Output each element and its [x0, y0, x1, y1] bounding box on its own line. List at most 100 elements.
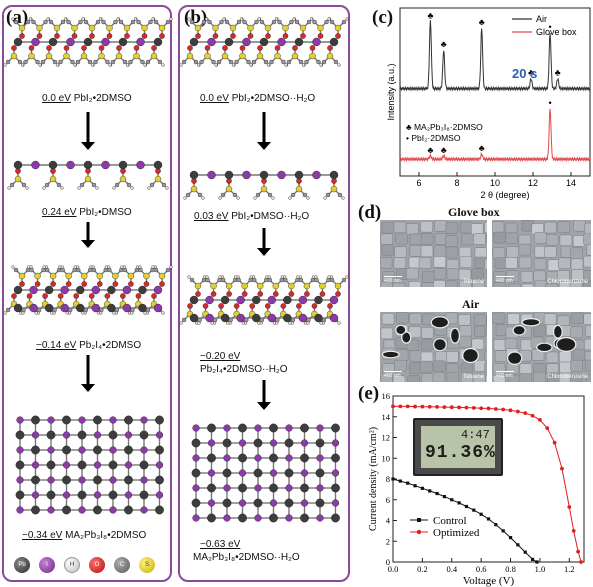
- sem-grain: [420, 338, 434, 351]
- hydrogen-atom: [98, 17, 103, 21]
- panel-b-step3-label: Pb₂I₄•2DMSO··H₂O: [200, 364, 288, 375]
- sem-grain: [433, 256, 447, 268]
- sulfur-atom: [106, 24, 113, 32]
- carbon-atom: [329, 19, 335, 25]
- oxygen-atom: [212, 33, 219, 39]
- sem-grain: [381, 244, 395, 256]
- sem-grain: [569, 281, 583, 287]
- lead-atom: [44, 285, 54, 295]
- oxygen-atom: [304, 291, 310, 297]
- oxygen-atom: [28, 45, 35, 51]
- sem-image-air-toluene: 400 nm Toluene: [380, 312, 487, 382]
- jv-data-point: [560, 466, 564, 471]
- lead-atom: [62, 445, 71, 455]
- carbon-atom: [267, 277, 272, 283]
- lead-atom: [314, 313, 323, 323]
- carbon-atom: [44, 267, 50, 273]
- sulfur-atom: [18, 272, 26, 280]
- iodine-atom: [31, 160, 40, 170]
- jv-data-point: [579, 560, 583, 564]
- hydrogen-atom: [46, 17, 50, 21]
- lead-atom: [93, 475, 102, 485]
- atom-legend: Pb I H O C S: [14, 557, 164, 575]
- oxygen-atom: [143, 281, 150, 287]
- hydrogen-atom: [303, 321, 308, 325]
- carbon-atom: [83, 19, 89, 25]
- jv-data-point: [405, 404, 410, 409]
- iodine-atom: [31, 37, 40, 47]
- sem-grain: [518, 243, 532, 256]
- lead-atom: [31, 475, 40, 485]
- hydrogen-atom: [3, 63, 7, 67]
- iodine-atom: [124, 461, 133, 469]
- carbon-atom: [75, 59, 81, 65]
- carbon-atom: [193, 59, 199, 65]
- jv-data-point: [398, 479, 402, 483]
- sem-grain: [533, 371, 547, 382]
- hydrogen-atom: [11, 265, 15, 269]
- iodine-atom: [93, 491, 102, 499]
- jv-data-point: [472, 508, 476, 512]
- iodine-atom: [254, 514, 262, 522]
- carbon-atom: [153, 19, 159, 25]
- sem-grain: [392, 282, 406, 287]
- jv-data-point: [530, 413, 535, 418]
- lead-atom: [294, 37, 304, 47]
- xrd-peak-marker: ♣: [528, 68, 534, 78]
- carbon-atom: [105, 59, 110, 65]
- lead-atom: [220, 313, 230, 323]
- oxygen-atom: [218, 303, 224, 309]
- sem-grain: [433, 360, 446, 373]
- sem-grain: [492, 374, 506, 382]
- oxygen-atom: [88, 293, 95, 299]
- iodine-atom: [238, 499, 247, 507]
- iodine-atom: [223, 424, 231, 432]
- jv-x-axis-label: Voltage (V): [463, 575, 515, 587]
- sulfur-atom: [257, 282, 264, 290]
- hydrogen-atom: [125, 63, 130, 67]
- lead-atom: [107, 285, 116, 295]
- iodine-atom: [60, 285, 69, 295]
- hydrogen-atom: [50, 311, 54, 315]
- sem-pore: [507, 351, 523, 365]
- hydrogen-atom: [38, 63, 42, 67]
- jv-data-point: [413, 484, 417, 488]
- sem-grain: [420, 245, 434, 258]
- panel-a-letter: (a): [6, 7, 29, 28]
- oxygen-atom: [292, 45, 298, 51]
- carbon-atom: [289, 19, 294, 25]
- panel-a-step3-caption: −0.14 eV Pb₂I₄•2DMSO: [36, 340, 142, 351]
- carbon-atom: [5, 307, 11, 313]
- arrow-head: [257, 402, 271, 410]
- lead-atom: [138, 303, 147, 313]
- sem-grain: [559, 234, 573, 247]
- lead-atom: [207, 453, 216, 463]
- sulfur-atom: [194, 24, 202, 32]
- iodine-atom: [300, 499, 309, 507]
- jv-y-tick-label: 14: [382, 412, 391, 422]
- hydrogen-atom: [241, 321, 245, 325]
- sem-grain: [408, 281, 422, 287]
- sulfur-atom: [65, 272, 72, 280]
- oxygen-atom: [42, 293, 48, 299]
- jv-x-tick-label: 0.0: [388, 564, 399, 574]
- sulfur-atom: [309, 52, 316, 60]
- carbon-atom: [79, 182, 85, 188]
- lead-atom: [253, 498, 263, 508]
- sem-pore: [401, 331, 412, 344]
- lead-atom: [155, 505, 164, 515]
- hydrogen-atom: [127, 311, 132, 315]
- hydrogen-atom: [42, 265, 46, 269]
- carbon-atom: [224, 19, 230, 25]
- oxygen-atom: [317, 33, 324, 39]
- lead-atom: [93, 415, 102, 425]
- lead-atom: [76, 303, 85, 313]
- arrow-head: [257, 142, 271, 150]
- sulfur-atom: [150, 52, 158, 60]
- carbon-atom: [91, 182, 97, 188]
- sem-grain: [445, 222, 459, 234]
- iodine-atom: [285, 424, 293, 432]
- sulfur-atom: [133, 52, 140, 60]
- xrd-phase-legend: ♣ MA₂Pb₃I₈·2DMSO: [406, 122, 483, 132]
